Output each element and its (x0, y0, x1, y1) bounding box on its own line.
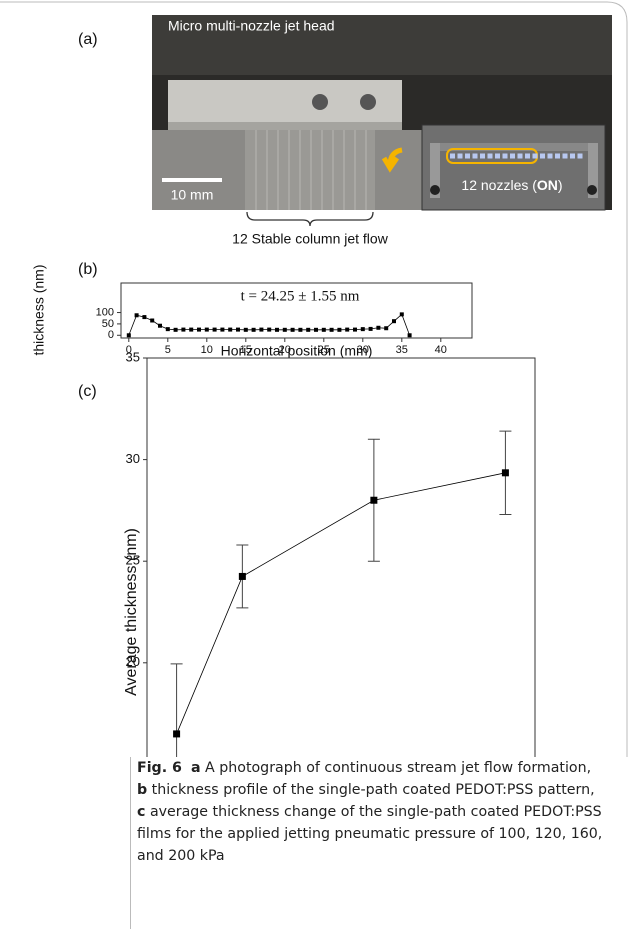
inset-bold: ON (537, 177, 558, 193)
data-point (337, 327, 342, 332)
data-point (399, 312, 404, 317)
caption-text: thickness profile of the single-path coa… (151, 782, 595, 798)
figure: (a) Micro multi-nozzle jet head 10 mm 12… (0, 1, 628, 911)
data-point (197, 327, 201, 332)
data-point (298, 327, 303, 332)
caption-text: average thickness change of the single-p… (137, 804, 603, 864)
data-point (392, 319, 396, 324)
scale-bar-label: 10 mm (171, 187, 214, 203)
data-point (158, 323, 162, 328)
y-tick-label: 20 (126, 654, 140, 669)
data-point (370, 496, 378, 504)
caption-label: Fig. 6 (137, 760, 182, 776)
data-point (228, 327, 233, 332)
data-point (329, 327, 334, 332)
data-point (189, 327, 194, 332)
y-axis-label: Average thickness (nm) (123, 528, 140, 696)
y-tick-label: 35 (126, 349, 140, 364)
data-point (306, 327, 311, 332)
x-tick-label: 5 (165, 344, 171, 356)
data-point (236, 327, 240, 332)
data-point (243, 327, 248, 332)
data-line (128, 313, 410, 336)
data-point (165, 327, 170, 332)
panel-label: (b) (78, 261, 98, 278)
data-point (501, 469, 509, 477)
data-point (134, 313, 139, 318)
data-point (126, 333, 131, 338)
caption-line: b thickness profile of the single-path c… (137, 779, 622, 801)
y-tick-label: 100 (96, 306, 114, 318)
x-tick-label: 40 (435, 344, 447, 356)
data-point (251, 327, 256, 332)
caption-text: A photograph of continuous stream jet fl… (205, 760, 592, 776)
data-point (360, 327, 365, 332)
brace (246, 211, 374, 227)
data-point (238, 572, 246, 580)
data-line (176, 472, 506, 735)
x-tick-label: 25 (318, 344, 330, 356)
caption-line: Fig. 6 a A photograph of continuous stre… (137, 757, 622, 779)
y-tick-label: 50 (102, 318, 114, 330)
data-point (173, 327, 178, 332)
x-tick-label: 30 (357, 344, 369, 356)
data-point (282, 327, 287, 332)
data-point (384, 326, 389, 331)
x-axis-label: Horizontal position (mm) (221, 343, 373, 359)
data-point (368, 326, 373, 331)
plot-frame (120, 282, 473, 339)
caption-letter: c (137, 804, 146, 820)
y-axis-label: thickness (nm) (31, 264, 47, 355)
x-tick-label: 0 (126, 344, 132, 356)
frame (0, 1, 628, 757)
head-label: Micro multi-nozzle jet head (168, 18, 335, 34)
photo (152, 15, 612, 211)
caption: Fig. 6 a A photograph of continuous stre… (130, 757, 622, 929)
caption-letter: b (137, 782, 148, 798)
data-point (142, 315, 147, 320)
data-point (290, 327, 295, 332)
data-point (212, 327, 217, 332)
data-point (181, 327, 186, 332)
data-point (173, 730, 181, 738)
data-point (259, 327, 264, 332)
y-tick-label: 25 (126, 553, 140, 568)
inset-label: 12 nozzles (ON) (461, 177, 562, 193)
data-point (267, 327, 272, 332)
panel-label: (a) (78, 31, 98, 48)
error-bar (170, 663, 183, 805)
panel-label: (c) (78, 383, 97, 400)
inset-prefix: 12 nozzles ( (461, 177, 537, 193)
annotation: t = 24.25 ± 1.55 nm (241, 288, 360, 304)
data-point (353, 327, 357, 332)
x-tick-label: 20 (279, 344, 291, 356)
y-tick-label: 0 (108, 329, 114, 341)
data-point (376, 325, 381, 330)
data-point (314, 327, 318, 332)
data-point (204, 327, 209, 332)
plot-frame (146, 357, 536, 867)
data-point (407, 333, 412, 338)
data-point (150, 318, 155, 323)
x-tick-label: 15 (240, 344, 252, 356)
caption-letter: a (190, 760, 201, 776)
x-tick-label: 35 (396, 344, 408, 356)
caption-line: c average thickness change of the single… (137, 801, 622, 867)
data-point (275, 327, 279, 332)
data-point (220, 327, 225, 332)
x-tick-label: 10 (201, 344, 213, 356)
y-tick-label: 30 (126, 451, 140, 466)
data-point (321, 327, 326, 332)
inset-suffix: ) (558, 177, 563, 193)
flow-label: 12 Stable column jet flow (232, 231, 389, 247)
data-point (345, 327, 350, 332)
